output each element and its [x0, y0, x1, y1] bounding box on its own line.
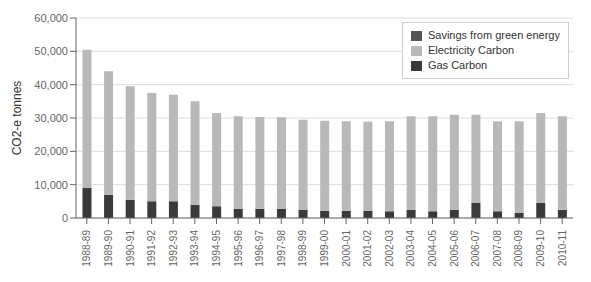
svg-text:1990-91: 1990-91: [125, 230, 136, 267]
svg-text:1993-94: 1993-94: [189, 230, 200, 267]
svg-text:1995-96: 1995-96: [233, 230, 244, 267]
svg-text:2003-04: 2003-04: [405, 230, 416, 267]
svg-text:50,000: 50,000: [34, 45, 68, 57]
svg-text:1989-90: 1989-90: [103, 230, 114, 267]
svg-text:2010-11: 2010-11: [557, 230, 568, 266]
svg-text:0: 0: [62, 212, 68, 224]
svg-text:2007-08: 2007-08: [492, 230, 503, 267]
svg-text:40,000: 40,000: [34, 79, 68, 91]
svg-text:1999-00: 1999-00: [319, 230, 330, 267]
svg-text:2002-03: 2002-03: [384, 230, 395, 267]
svg-text:1994-95: 1994-95: [211, 230, 222, 267]
svg-text:1988-89: 1988-89: [81, 230, 92, 267]
svg-text:1992-93: 1992-93: [168, 230, 179, 267]
svg-text:10,000: 10,000: [34, 179, 68, 191]
svg-text:1997-98: 1997-98: [276, 230, 287, 267]
svg-text:2000-01: 2000-01: [341, 230, 352, 267]
html-text:Savings from green energy: Savings from green energy: [427, 29, 560, 41]
svg-text:2005-06: 2005-06: [449, 230, 460, 267]
svg-text:1998-99: 1998-99: [297, 230, 308, 267]
svg-text:2006-07: 2006-07: [470, 230, 481, 267]
svg-text:2009-10: 2009-10: [535, 230, 546, 267]
svg-text:60,000: 60,000: [34, 12, 68, 24]
html-text:Gas Carbon: Gas Carbon: [427, 59, 488, 71]
html-text:Electricity Carbon: Electricity Carbon: [427, 44, 515, 56]
svg-text:30,000: 30,000: [34, 112, 68, 124]
svg-text:2004-05: 2004-05: [427, 230, 438, 267]
svg-text:1996-97: 1996-97: [254, 230, 265, 267]
svg-text:1991-92: 1991-92: [146, 230, 157, 267]
svg-text:2001-02: 2001-02: [362, 230, 373, 267]
svg-text:20,000: 20,000: [34, 145, 68, 157]
svg-text:CO2-e tonnes: CO2-e tonnes: [10, 81, 24, 156]
svg-text:2008-09: 2008-09: [513, 230, 524, 267]
